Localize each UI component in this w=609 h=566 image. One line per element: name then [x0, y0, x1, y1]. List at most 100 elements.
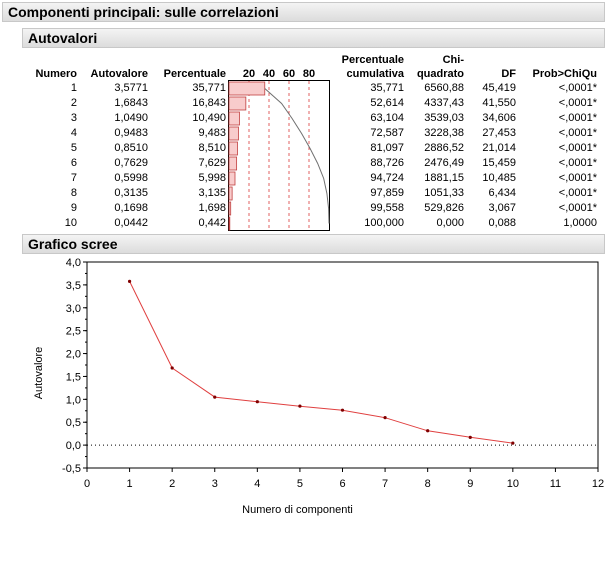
x-tick-label: 5 — [297, 478, 303, 490]
eigenvalues-header[interactable]: Autovalori — [22, 28, 605, 48]
percent-bar — [228, 216, 231, 231]
cell-numero: 10 — [64, 217, 77, 229]
y-tick-label: -0,5 — [62, 463, 81, 475]
eigenvalue-point — [426, 429, 430, 433]
eigenvalue-point — [255, 400, 259, 404]
percent-bar — [228, 111, 240, 126]
percent-bar — [228, 81, 266, 96]
col-perc-cum-1: Percentuale — [341, 54, 404, 66]
x-tick-label: 4 — [254, 478, 260, 490]
cell-percentuale: 35,771 — [192, 82, 226, 94]
cell-autovalore: 0,3135 — [114, 187, 148, 199]
col-df: DF — [501, 68, 516, 80]
x-tick-label: 7 — [382, 478, 388, 490]
cell-perc-cumulativa: 97,859 — [370, 187, 404, 199]
col-percentuale: Percentuale — [163, 68, 226, 80]
cell-perc-cumulativa: 63,104 — [370, 112, 404, 124]
col-chi-2: quadrato — [416, 68, 464, 80]
y-tick-label: 4,0 — [66, 257, 81, 269]
cell-prob: <,0001* — [558, 187, 597, 199]
cell-perc-cumulativa: 35,771 — [370, 82, 404, 94]
cell-autovalore: 0,5998 — [114, 172, 148, 184]
cell-chi-quadrato: 3539,03 — [424, 112, 464, 124]
cell-df: 3,067 — [488, 202, 516, 214]
cell-percentuale: 0,442 — [198, 217, 226, 229]
cell-percentuale: 5,998 — [198, 172, 226, 184]
cell-numero: 5 — [70, 142, 77, 154]
cell-chi-quadrato: 6560,88 — [424, 82, 464, 94]
cell-numero: 7 — [70, 172, 77, 184]
report-title[interactable]: Componenti principali: sulle correlazion… — [2, 2, 605, 22]
cell-perc-cumulativa: 88,726 — [370, 157, 404, 169]
scree-frame — [86, 261, 599, 469]
cell-percentuale: 7,629 — [198, 157, 226, 169]
x-tick-label: 9 — [467, 478, 473, 490]
cell-percentuale: 16,843 — [192, 97, 226, 109]
cell-percentuale: 8,510 — [198, 142, 226, 154]
eigenvalue-point — [383, 416, 387, 420]
eigenvalue-point — [340, 408, 345, 412]
cell-df: 21,014 — [482, 142, 516, 154]
eigenvalue-point — [170, 366, 174, 370]
y-tick-label: 1,0 — [66, 394, 81, 406]
cell-prob: <,0001* — [558, 142, 597, 154]
cell-prob: 1,0000 — [563, 217, 597, 229]
cell-chi-quadrato: 529,826 — [424, 202, 464, 214]
cell-percentuale: 1,698 — [198, 202, 226, 214]
percent-bar-chart — [228, 80, 330, 231]
bar-tick-label: 60 — [282, 68, 296, 80]
cell-df: 45,419 — [482, 82, 516, 94]
cell-autovalore: 0,9483 — [114, 127, 148, 139]
x-tick-label: 8 — [425, 478, 431, 490]
y-axis-label: Autovalore — [33, 347, 45, 400]
cell-df: 41,550 — [482, 97, 516, 109]
percent-bar — [228, 156, 238, 171]
col-chi-1: Chi- — [442, 54, 464, 66]
cell-df: 15,459 — [482, 157, 516, 169]
y-tick-label: 0,0 — [66, 440, 81, 452]
cell-chi-quadrato: 1881,15 — [424, 172, 464, 184]
bar-tick-label: 40 — [262, 68, 276, 80]
x-tick-label: 11 — [550, 478, 561, 490]
col-perc-cum-2: cumulativa — [346, 68, 404, 80]
col-autovalore: Autovalore — [90, 68, 148, 80]
x-tick-label: 6 — [339, 478, 345, 490]
cell-autovalore: 1,0490 — [114, 112, 148, 124]
cell-percentuale: 9,483 — [198, 127, 226, 139]
cell-chi-quadrato: 3228,38 — [424, 127, 464, 139]
x-tick-label: 2 — [169, 478, 175, 490]
cell-autovalore: 0,8510 — [114, 142, 148, 154]
cell-chi-quadrato: 2476,49 — [424, 157, 464, 169]
y-tick-label: 3,0 — [66, 303, 81, 315]
cell-chi-quadrato: 0,000 — [436, 217, 464, 229]
cell-perc-cumulativa: 100,000 — [364, 217, 404, 229]
y-tick-label: 1,5 — [66, 371, 81, 383]
cell-autovalore: 0,0442 — [114, 217, 148, 229]
percent-bar — [228, 141, 238, 156]
cell-prob: <,0001* — [558, 82, 597, 94]
x-tick-label: 12 — [592, 478, 604, 490]
eigenvalue-point — [127, 279, 132, 283]
cell-numero: 6 — [70, 157, 77, 169]
y-tick-label: 0,5 — [66, 417, 81, 429]
cell-numero: 1 — [70, 82, 77, 94]
cell-prob: <,0001* — [558, 112, 597, 124]
cell-numero: 4 — [70, 127, 77, 139]
percent-bar — [228, 201, 232, 216]
cell-numero: 2 — [70, 97, 77, 109]
cell-chi-quadrato: 1051,33 — [424, 187, 464, 199]
cell-chi-quadrato: 2886,52 — [424, 142, 464, 154]
cell-prob: <,0001* — [558, 172, 597, 184]
percent-bar — [228, 171, 236, 186]
col-numero: Numero — [35, 68, 77, 80]
cell-numero: 8 — [70, 187, 77, 199]
y-tick-label: 2,0 — [66, 349, 81, 361]
scree-plot: -0,50,00,51,01,52,02,53,03,54,00 1 2 3 4 5 6 7 8… — [33, 257, 604, 516]
scree-header[interactable]: Grafico scree — [22, 234, 605, 254]
cell-prob: <,0001* — [558, 127, 597, 139]
eigenvalue-point — [213, 395, 217, 399]
y-tick-label: 3,5 — [66, 280, 81, 292]
col-prob: Prob>ChiQu — [532, 68, 597, 80]
cumulative-curve — [264, 88, 330, 224]
cell-autovalore: 3,5771 — [114, 82, 148, 94]
